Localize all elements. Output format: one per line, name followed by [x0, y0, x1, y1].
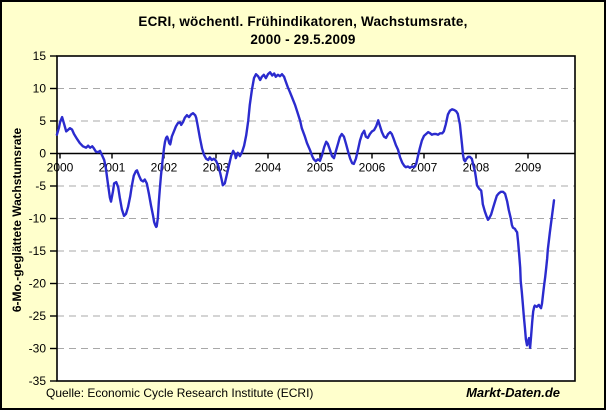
x-tick-label: 2001 — [99, 161, 126, 175]
y-tick-label: -35 — [29, 374, 47, 388]
y-tick-label: -15 — [29, 244, 47, 258]
y-tick-label: -25 — [29, 309, 47, 323]
x-tick-label: 2004 — [255, 161, 282, 175]
y-tick-label: -20 — [29, 277, 47, 291]
x-tick-label: 2006 — [359, 161, 386, 175]
y-tick-label: 10 — [33, 82, 47, 96]
chart-title-line-2: 2000 - 29.5.2009 — [250, 32, 356, 47]
y-tick-label: -5 — [35, 179, 46, 193]
plot-border — [56, 55, 576, 382]
chart-title-line-1: ECRI, wöchentl. Frühindikatoren, Wachstu… — [138, 14, 468, 29]
y-tick-label: -10 — [29, 212, 47, 226]
wli-growth-line — [55, 71, 556, 350]
y-tick-label: 5 — [39, 114, 46, 128]
source-credit: Quelle: Economic Cycle Research Institut… — [46, 386, 314, 400]
y-tick-label: -30 — [29, 342, 47, 356]
x-tick-label: 2005 — [307, 161, 334, 175]
y-tick-label: 0 — [39, 147, 46, 161]
x-tick-label: 2003 — [203, 161, 230, 175]
x-tick-label: 2008 — [463, 161, 490, 175]
x-tick-label: 2000 — [47, 161, 74, 175]
brand-watermark: Markt-Daten.de — [466, 385, 560, 400]
x-tick-label: 2002 — [151, 161, 178, 175]
x-tick-label: 2009 — [515, 161, 542, 175]
y-tick-label: 15 — [33, 49, 47, 63]
